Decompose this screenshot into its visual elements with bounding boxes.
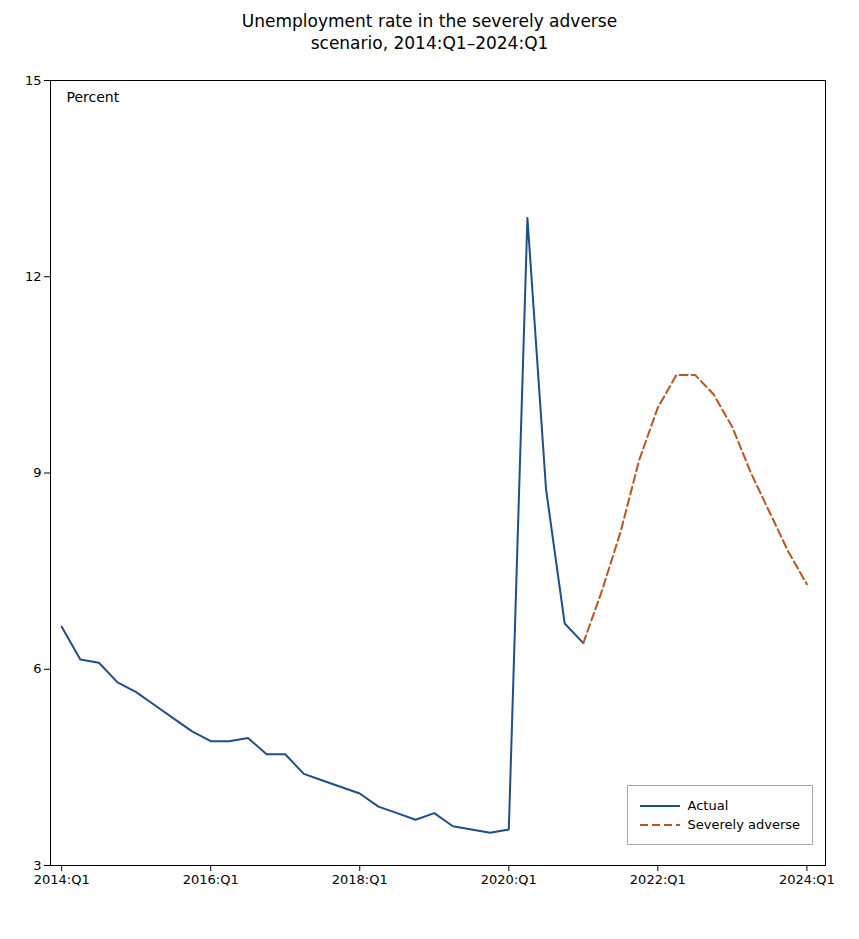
- html-text:Unemployment rate in the sever: Unemployment rate in the severely advers…: [241, 11, 618, 54]
- svg-text:2022:Q1: 2022:Q1: [630, 872, 686, 887]
- svg-text:2016:Q1: 2016:Q1: [183, 872, 239, 887]
- svg-text:9: 9: [33, 465, 41, 480]
- svg-text:12: 12: [25, 269, 42, 284]
- svg-text:3: 3: [33, 858, 41, 873]
- svg-text:2024:Q1: 2024:Q1: [779, 872, 835, 887]
- html-text:Severely adverse: Severely adverse: [687, 817, 800, 833]
- svg-text:6: 6: [33, 662, 41, 677]
- svg-text:2014:Q1: 2014:Q1: [34, 872, 90, 887]
- svg-text:2018:Q1: 2018:Q1: [332, 872, 388, 887]
- svg-text:Percent: Percent: [67, 90, 120, 106]
- svg-text:2020:Q1: 2020:Q1: [481, 872, 537, 887]
- svg-text:15: 15: [25, 73, 42, 88]
- html-text:Actual: Actual: [687, 798, 729, 814]
